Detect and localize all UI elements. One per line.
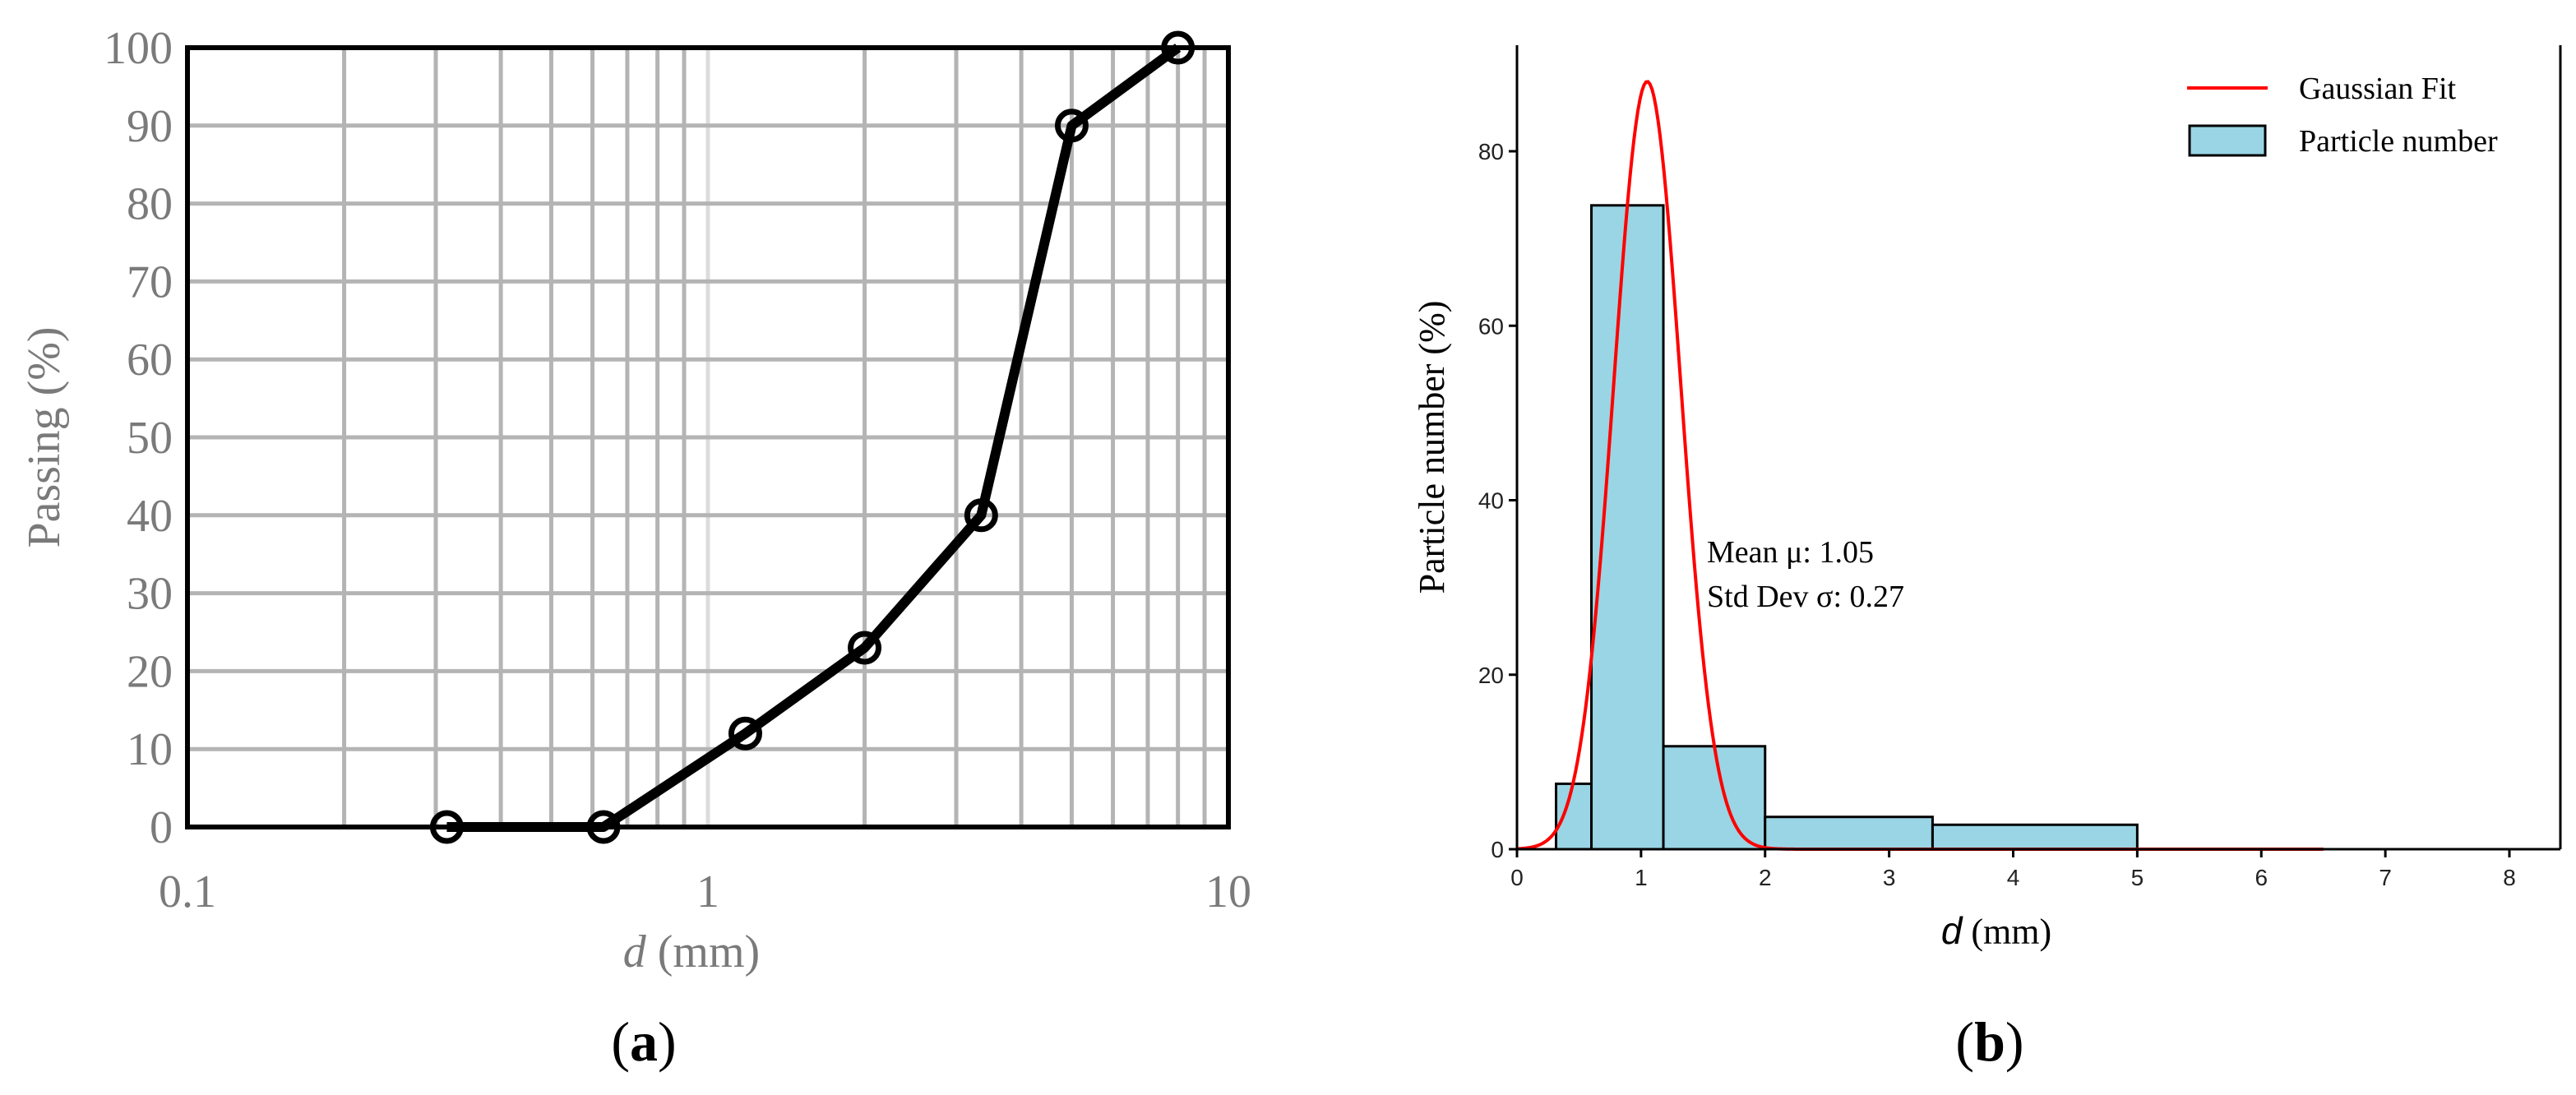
b-x-axis-label: d (mm)	[1941, 909, 2051, 952]
b-y-tick-label: 20	[1478, 663, 1504, 688]
a-y-tick-label: 80	[127, 179, 173, 230]
b-panel-label: (b)	[1955, 1010, 2023, 1073]
a-panel-letter: a	[630, 1010, 658, 1073]
a-y-tick-labels: 0 10 20 30 40 50 60 70 80 90 100	[104, 23, 173, 853]
b-x-axis-var: d	[1941, 909, 1963, 952]
b-histogram-bar	[1764, 815, 1934, 851]
a-x-axis-label: d (mm)	[623, 926, 760, 977]
a-y-tick-label: 40	[127, 491, 173, 542]
b-y-tick-label: 0	[1491, 837, 1504, 862]
b-annotation-std: Std Dev σ: 0.27	[1707, 580, 1904, 614]
b-axes	[1509, 45, 2562, 857]
b-legend-bar-swatch	[2188, 124, 2267, 157]
chart-a: 0 10 20 30 40 50 60 70 80 90 100 0.1 1 10 Passing (%…	[19, 23, 1251, 1073]
a-x-tick-label: 10	[1205, 866, 1251, 917]
b-histogram-bar	[1931, 823, 2139, 851]
a-y-tick-label: 20	[127, 646, 173, 697]
b-x-tick-label: 2	[1759, 865, 1772, 890]
a-x-tick-label: 1	[696, 866, 719, 917]
a-data-point	[848, 631, 882, 665]
a-x-axis-var: d	[623, 926, 647, 977]
a-data-point	[728, 716, 763, 751]
b-y-axis-label: Particle number (%)	[1412, 301, 1452, 594]
a-y-tick-label: 0	[150, 802, 173, 853]
b-x-tick-label: 7	[2379, 865, 2392, 890]
b-y-tick-label: 80	[1478, 139, 1504, 164]
a-y-tick-label: 90	[127, 101, 173, 152]
b-legend-bar-label: Particle number	[2299, 124, 2498, 159]
b-x-tick-label: 8	[2503, 865, 2516, 890]
a-plot-frame	[185, 45, 1231, 829]
b-x-tick-label: 5	[2131, 865, 2144, 890]
b-x-tick-label: 4	[2007, 865, 2020, 890]
a-y-axis-label: Passing (%)	[19, 326, 70, 548]
a-gridlines	[187, 48, 1228, 827]
b-x-tick-label: 6	[2255, 865, 2268, 890]
b-y-tick-label: 60	[1478, 313, 1504, 339]
a-x-tick-label: 0.1	[159, 866, 216, 917]
a-y-tick-label: 30	[127, 569, 173, 620]
b-x-tick-label: 3	[1883, 865, 1896, 890]
a-y-tick-label: 70	[127, 256, 173, 307]
a-y-tick-label: 60	[127, 335, 173, 386]
b-x-axis-unit: (mm)	[1962, 912, 2051, 952]
a-y-tick-label: 100	[104, 23, 173, 74]
a-y-tick-label: 10	[127, 724, 173, 775]
b-annotation-mean: Mean μ: 1.05	[1707, 535, 1874, 570]
b-x-tick-label: 0	[1510, 865, 1524, 890]
a-panel-label: (a)	[611, 1010, 676, 1073]
b-histogram-bars	[1555, 204, 2139, 851]
a-data-point	[964, 498, 998, 533]
b-histogram-bar	[1662, 745, 1767, 851]
b-y-tick-labels: 0 20 40 60 80	[1478, 139, 1504, 862]
a-x-axis-unit: (mm)	[646, 926, 760, 977]
b-x-tick-labels: 0 1 2 3 4 5 6 7 8	[1510, 865, 2516, 890]
b-y-tick-label: 40	[1478, 488, 1504, 514]
b-panel-letter: b	[1974, 1010, 2005, 1073]
b-legend-fit-label: Gaussian Fit	[2299, 72, 2457, 106]
a-data-point	[1054, 109, 1089, 143]
a-y-tick-label: 50	[127, 413, 173, 464]
b-x-tick-label: 1	[1635, 865, 1648, 890]
a-x-tick-labels: 0.1 1 10	[159, 866, 1251, 917]
b-legend: Gaussian Fit Particle number	[2187, 72, 2498, 159]
